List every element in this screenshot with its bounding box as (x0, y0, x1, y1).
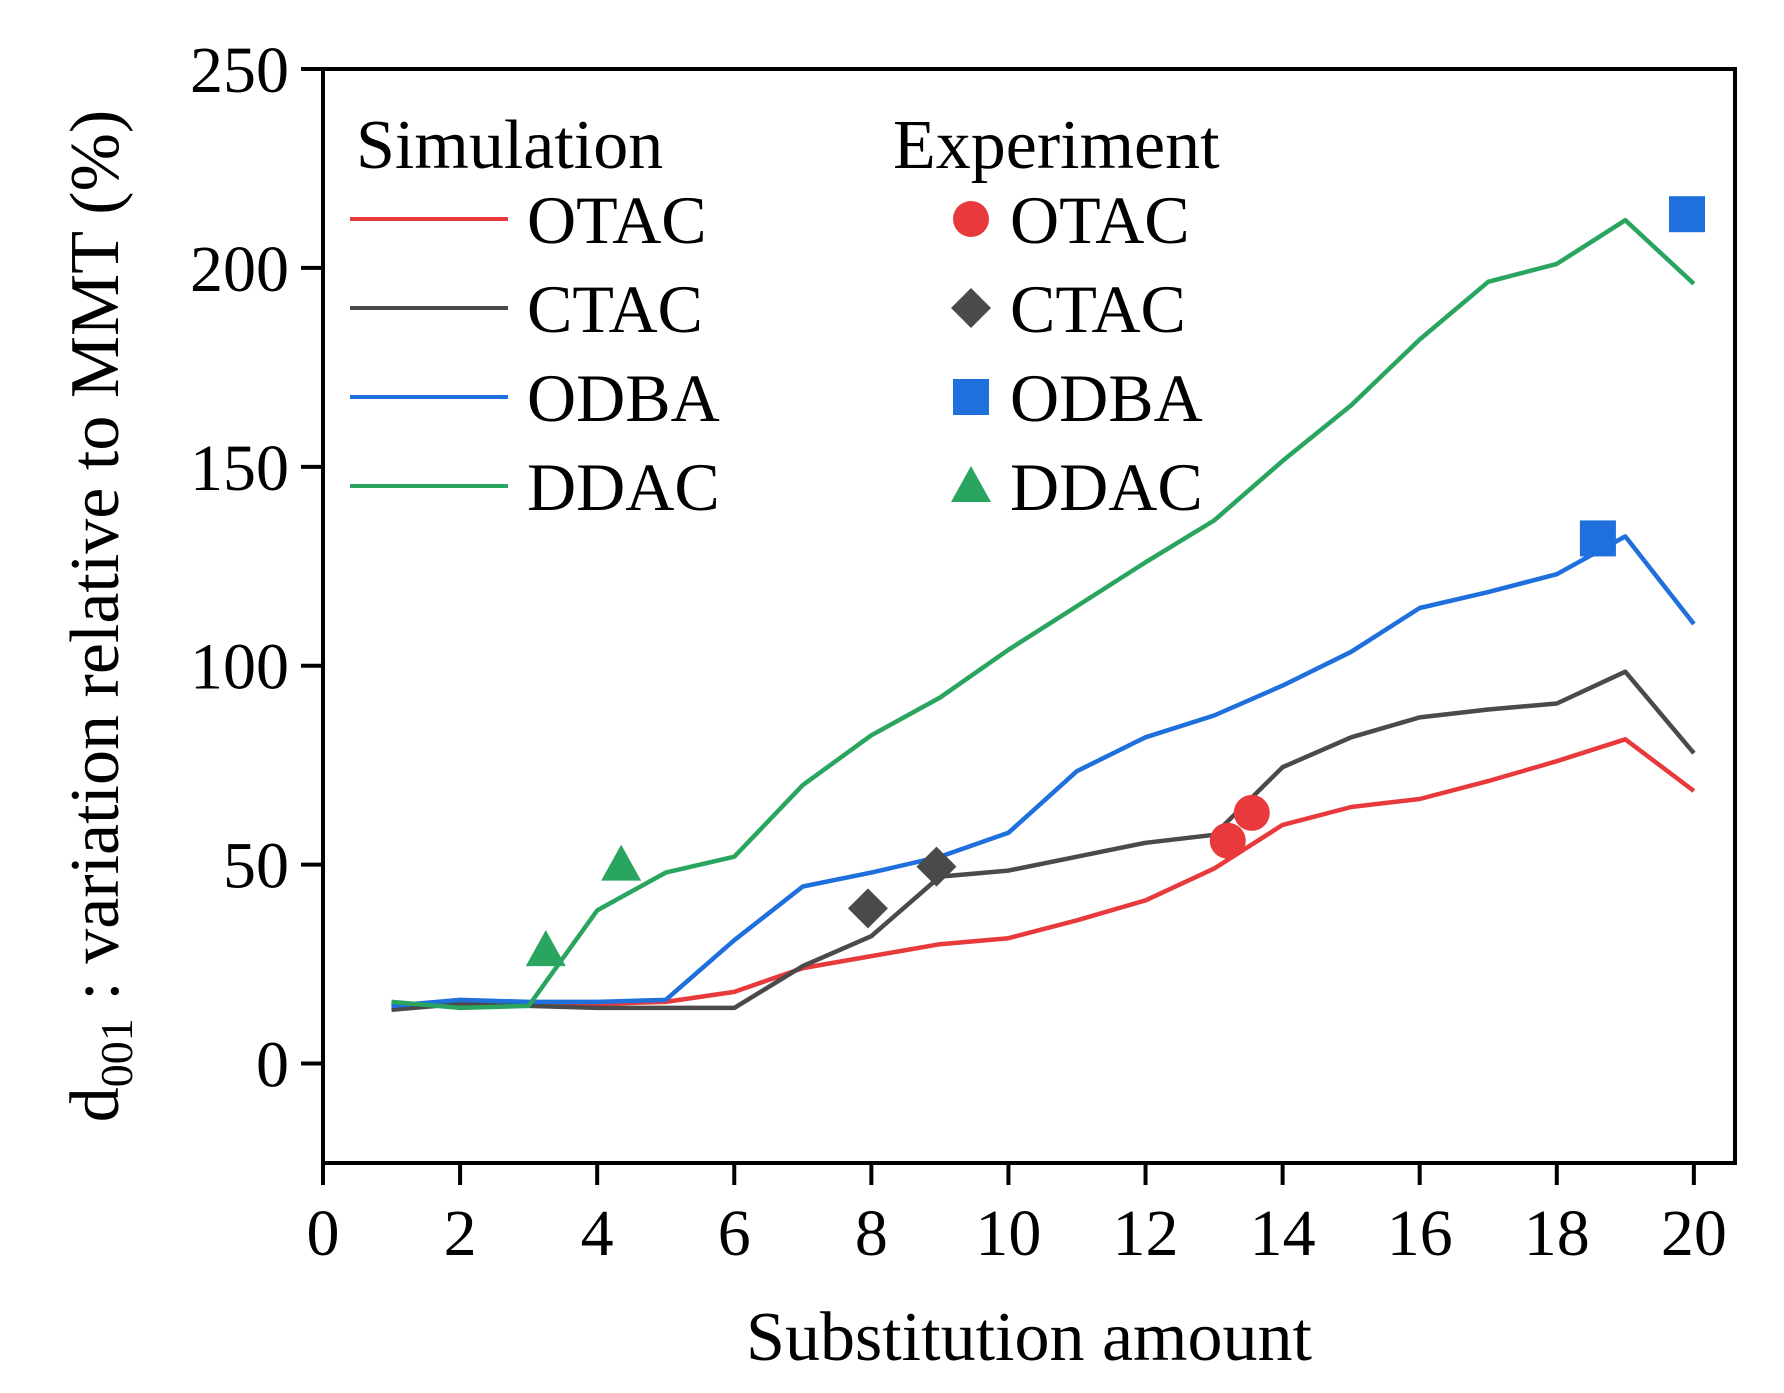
legend-experiment-title: Experiment (893, 107, 1220, 184)
experiment-point-ctac (916, 846, 957, 887)
x-tick-label: 8 (855, 1197, 888, 1270)
legend-marker-otac (953, 201, 989, 237)
y-tick-label: 250 (190, 34, 289, 107)
y-axis-label-main: d (57, 1087, 134, 1122)
x-tick-label: 14 (1250, 1197, 1316, 1270)
y-axis-label: d001 : variation relative to MMT (%) (57, 110, 142, 1122)
experiment-point-ddac (601, 844, 642, 881)
x-tick-label: 18 (1524, 1197, 1590, 1270)
legend-sim-label-odba: ODBA (527, 360, 720, 436)
series-lines (391, 217, 1696, 1013)
experiment-point-ctac (847, 888, 888, 929)
x-tick-label: 0 (307, 1197, 340, 1270)
experiment-point-otac (1209, 822, 1246, 859)
x-axis-label: Substitution amount (746, 1299, 1312, 1376)
legend-exp-label-ddac: DDAC (1010, 449, 1203, 525)
legend-sim-label-otac: OTAC (527, 182, 707, 258)
series-line-ctac (391, 669, 1696, 1013)
legend-simulation-title: Simulation (356, 107, 663, 184)
y-tick-label: 100 (190, 631, 289, 704)
legend-marker-ddac (951, 466, 991, 502)
legend: Simulation Experiment OTAC OTAC CTAC CTAC OD… (350, 107, 1220, 525)
series-line-odba (391, 534, 1696, 1009)
legend-marker-odba (953, 379, 989, 415)
series-line-otac (391, 737, 1696, 1009)
experiment-point-ddac (525, 930, 566, 967)
x-tick-label: 16 (1387, 1197, 1453, 1270)
x-tick-label: 4 (581, 1197, 614, 1270)
x-tick-label: 2 (444, 1197, 477, 1270)
legend-exp-label-otac: OTAC (1010, 182, 1190, 258)
x-tick-label: 12 (1113, 1197, 1179, 1270)
y-axis-label-subscript: 001 (91, 1018, 142, 1087)
legend-sim-label-ddac: DDAC (527, 449, 720, 525)
x-tick-label: 20 (1661, 1197, 1727, 1270)
legend-exp-label-ctac: CTAC (1010, 271, 1186, 347)
y-tick-label: 0 (256, 1029, 289, 1102)
x-tick-label: 10 (975, 1197, 1041, 1270)
experiment-point-odba (1669, 196, 1706, 233)
experiment-point-otac (1233, 794, 1270, 831)
experiment-point-odba (1579, 520, 1616, 557)
experiment-markers (525, 196, 1706, 967)
legend-entries: OTAC OTAC CTAC CTAC ODBA ODBA DDAC DDAC (350, 182, 1203, 525)
y-tick-label: 50 (223, 830, 289, 903)
y-tick-label: 150 (190, 432, 289, 505)
y-axis-label-rest: : variation relative to MMT (%) (57, 110, 134, 1018)
y-tick-label: 200 (190, 233, 289, 306)
plot-frame (321, 67, 1737, 1165)
legend-sim-label-ctac: CTAC (527, 271, 703, 347)
series-line-ddac (391, 217, 1696, 1011)
axis-ticks (301, 67, 1696, 1185)
legend-marker-ctac (951, 288, 991, 328)
x-tick-label: 6 (718, 1197, 751, 1270)
legend-exp-label-odba: ODBA (1010, 360, 1203, 436)
